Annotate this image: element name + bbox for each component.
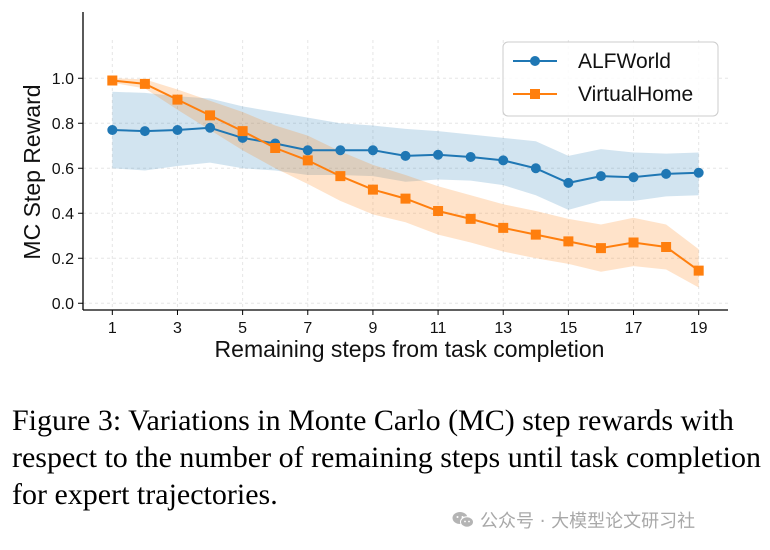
point-alfworld — [172, 125, 183, 135]
band-virtualhome — [112, 78, 699, 288]
y-tick-label: 0.8 — [52, 116, 74, 133]
y-tick-label: 0.4 — [52, 206, 74, 223]
point-virtualhome — [498, 222, 509, 233]
point-alfworld — [107, 125, 118, 135]
point-virtualhome — [237, 126, 248, 137]
x-tick-label: 19 — [690, 320, 708, 337]
x-tick-label: 13 — [494, 320, 512, 337]
point-alfworld — [465, 152, 476, 162]
confidence-bands — [112, 78, 699, 288]
point-virtualhome — [595, 243, 606, 254]
legend-item-alfworld: ALFWorld — [513, 50, 671, 73]
point-alfworld — [628, 172, 639, 183]
y-tick-label: 0.2 — [52, 251, 74, 268]
point-virtualhome — [302, 155, 313, 166]
point-virtualhome — [628, 237, 639, 248]
series-lines — [107, 75, 704, 276]
watermark-text: 公众号 · 大模型论文研习社 — [480, 511, 696, 532]
point-alfworld — [595, 171, 606, 182]
point-alfworld — [433, 149, 444, 160]
y-tick-label: 0.6 — [52, 161, 74, 178]
point-alfworld — [693, 167, 704, 178]
point-alfworld — [139, 126, 150, 137]
x-tick-label: 9 — [368, 320, 377, 337]
point-virtualhome — [172, 94, 183, 105]
y-tick-label: 0.0 — [52, 296, 74, 313]
figure-caption: Figure 3: Variations in Monte Carlo (MC)… — [12, 404, 761, 511]
point-virtualhome — [107, 75, 118, 86]
point-virtualhome — [693, 265, 704, 276]
x-tick-label: 3 — [173, 320, 182, 337]
point-virtualhome — [465, 213, 476, 224]
y-axis-label: MC Step Reward — [19, 84, 45, 259]
point-virtualhome — [367, 184, 378, 195]
point-alfworld — [302, 145, 313, 156]
legend-label-virtualhome: VirtualHome — [578, 83, 693, 106]
watermark: 公众号 · 大模型论文研习社 — [452, 507, 695, 533]
line-chart: 1 3 5 7 9 11 13 15 17 190.00.20.40.60.81.0 Remain… — [19, 12, 728, 362]
point-alfworld — [498, 155, 509, 166]
point-alfworld — [661, 168, 672, 179]
point-alfworld — [563, 177, 574, 188]
x-tick-label: 1 — [108, 320, 117, 337]
point-virtualhome — [661, 242, 672, 252]
point-virtualhome — [433, 206, 444, 216]
point-alfworld — [400, 150, 411, 161]
x-tick-label: 7 — [303, 320, 312, 337]
legend-label-alfworld: ALFWorld — [578, 50, 671, 73]
x-tick-label: 11 — [430, 320, 447, 337]
tick-labels: 1 3 5 7 9 11 13 15 17 190.00.20.40.60.81.0 — [52, 71, 708, 337]
band-alfworld — [112, 91, 699, 210]
point-virtualhome — [530, 229, 541, 240]
wechat-icon — [452, 512, 474, 528]
legend-marker-alfworld — [530, 56, 540, 66]
legend: ALFWorld VirtualHome — [502, 41, 719, 117]
legend-item-virtualhome: VirtualHome — [513, 83, 693, 106]
point-virtualhome — [139, 78, 150, 89]
x-axis-label: Remaining steps from task completion — [215, 336, 605, 362]
x-tick-label: 17 — [625, 320, 643, 337]
point-virtualhome — [400, 193, 411, 204]
point-alfworld — [367, 145, 378, 156]
point-alfworld — [205, 122, 216, 133]
y-tick-label: 1.0 — [52, 71, 74, 88]
point-virtualhome — [270, 143, 281, 153]
point-virtualhome — [335, 171, 346, 182]
point-alfworld — [530, 163, 541, 174]
axes — [78, 12, 728, 315]
point-virtualhome — [563, 236, 574, 247]
point-virtualhome — [205, 110, 216, 121]
legend-marker-virtualhome — [530, 89, 540, 99]
point-alfworld — [335, 145, 346, 156]
x-tick-label: 5 — [238, 320, 247, 337]
x-tick-label: 15 — [559, 320, 577, 337]
